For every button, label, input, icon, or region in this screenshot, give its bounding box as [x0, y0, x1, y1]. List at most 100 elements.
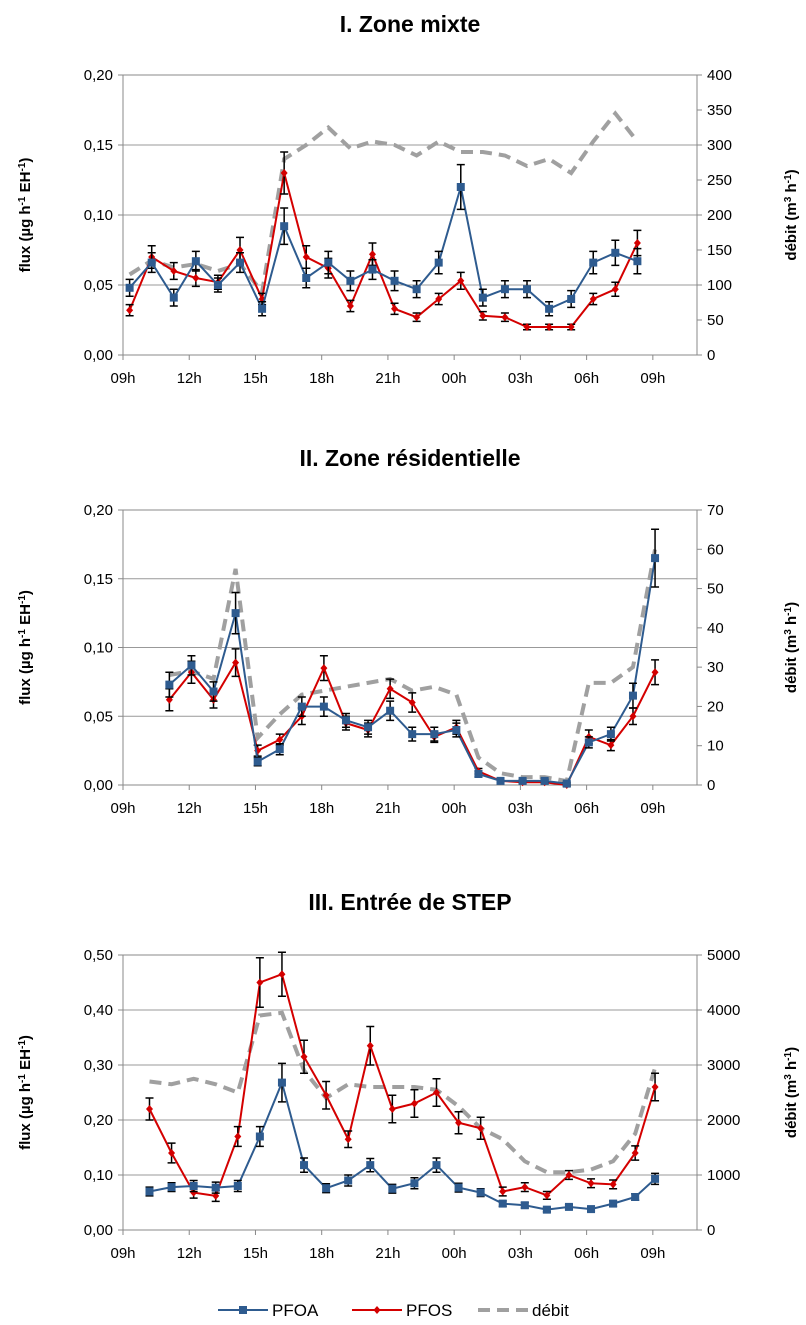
y-tick-label: 0,40 — [84, 1002, 113, 1019]
marker — [322, 1091, 330, 1100]
marker — [211, 1183, 220, 1192]
x-tick-label: 03h — [508, 800, 533, 817]
axis-label-part: débit (m — [783, 1080, 800, 1138]
axis-label-part: h — [783, 1061, 800, 1074]
y-tick-label: 0,50 — [84, 947, 113, 964]
axis-label: débit (m3 h-1) — [783, 1047, 801, 1138]
marker — [609, 1199, 618, 1208]
marker — [408, 730, 417, 739]
axis-label-part: ) — [17, 1035, 34, 1040]
y2-tick-label: 250 — [707, 172, 732, 189]
chart-title: I. Zone mixte — [340, 11, 481, 37]
marker — [651, 1083, 659, 1091]
marker — [300, 1161, 309, 1170]
marker — [236, 246, 244, 254]
y2-tick-label: 200 — [707, 207, 732, 224]
y-tick-label: 0,15 — [84, 571, 113, 588]
y2-tick-label: 350 — [707, 102, 732, 119]
marker — [209, 687, 218, 696]
superscript: 3 — [783, 629, 794, 635]
marker — [231, 609, 240, 618]
x-tick-label: 00h — [442, 800, 467, 817]
marker — [545, 304, 554, 313]
plot-frame — [122, 954, 698, 1231]
x-tick-label: 18h — [309, 1245, 334, 1262]
axis-label-part: ) — [17, 158, 34, 163]
superscript: -1 — [17, 629, 28, 638]
marker — [169, 293, 178, 302]
superscript: -1 — [783, 174, 794, 183]
axis-label-part: h — [783, 616, 800, 629]
marker — [368, 265, 377, 274]
x-tick-label: 18h — [309, 800, 334, 817]
marker — [346, 276, 355, 285]
x-tick-label: 06h — [574, 370, 599, 387]
y-tick-label: 0,05 — [84, 708, 113, 725]
marker — [236, 258, 245, 267]
x-tick-label: 12h — [177, 370, 202, 387]
axis-label-part: ) — [783, 602, 800, 607]
axis-label: flux (µg h-1 EH-1) — [17, 590, 35, 705]
marker — [167, 1183, 176, 1192]
x-tick-label: 06h — [574, 1245, 599, 1262]
marker — [477, 1124, 485, 1133]
series-line — [168, 660, 656, 787]
marker — [147, 258, 156, 267]
marker — [277, 1078, 286, 1087]
marker — [567, 323, 575, 331]
x-tick-label: 21h — [375, 1245, 400, 1262]
marker — [368, 250, 376, 259]
series-line — [128, 186, 638, 312]
marker — [258, 304, 267, 313]
y-tick-label: 0,30 — [84, 1057, 113, 1074]
marker — [324, 258, 333, 267]
marker — [432, 1161, 441, 1170]
axis-label-part: débit (m — [783, 202, 800, 260]
legend-label: débit — [532, 1301, 569, 1320]
marker — [320, 664, 328, 673]
axis-label: flux (µg h-1 EH-1) — [17, 1035, 35, 1150]
superscript: -1 — [17, 1040, 28, 1049]
x-tick-label: 09h — [110, 800, 135, 817]
chart-title: II. Zone résidentielle — [299, 445, 520, 471]
y-tick-label: 0,00 — [84, 347, 113, 364]
y2-tick-label: 60 — [707, 541, 724, 558]
plot-frame — [122, 509, 698, 786]
marker — [408, 698, 416, 707]
marker — [479, 311, 487, 320]
marker — [454, 1183, 463, 1192]
x-tick-label: 15h — [243, 1245, 268, 1262]
marker — [631, 1193, 640, 1201]
y-tick-label: 0,00 — [84, 777, 113, 794]
marker — [521, 1183, 529, 1192]
marker — [191, 257, 200, 266]
y2-tick-label: 5000 — [707, 947, 740, 964]
x-tick-label: 09h — [640, 1245, 665, 1262]
marker — [386, 706, 395, 715]
marker — [319, 702, 328, 711]
marker — [412, 285, 421, 294]
marker — [125, 283, 134, 292]
marker — [145, 1105, 153, 1113]
y2-tick-label: 400 — [707, 67, 732, 84]
marker — [651, 554, 660, 563]
marker — [452, 726, 461, 734]
marker — [344, 1176, 353, 1185]
x-tick-label: 21h — [375, 370, 400, 387]
x-tick-label: 12h — [177, 1245, 202, 1262]
marker — [145, 1187, 154, 1196]
marker — [455, 1118, 463, 1127]
flow-line — [169, 548, 658, 784]
y-tick-label: 0,10 — [84, 207, 113, 224]
y-tick-label: 0,10 — [84, 1167, 113, 1184]
x-tick-label: 06h — [574, 800, 599, 817]
legend-label: PFOS — [406, 1301, 452, 1320]
marker — [500, 285, 509, 294]
marker — [651, 668, 659, 677]
marker — [435, 295, 443, 303]
marker — [302, 274, 311, 282]
y2-tick-label: 0 — [707, 777, 715, 794]
x-tick-label: 15h — [243, 370, 268, 387]
superscript: -1 — [783, 1051, 794, 1060]
marker — [232, 658, 240, 667]
